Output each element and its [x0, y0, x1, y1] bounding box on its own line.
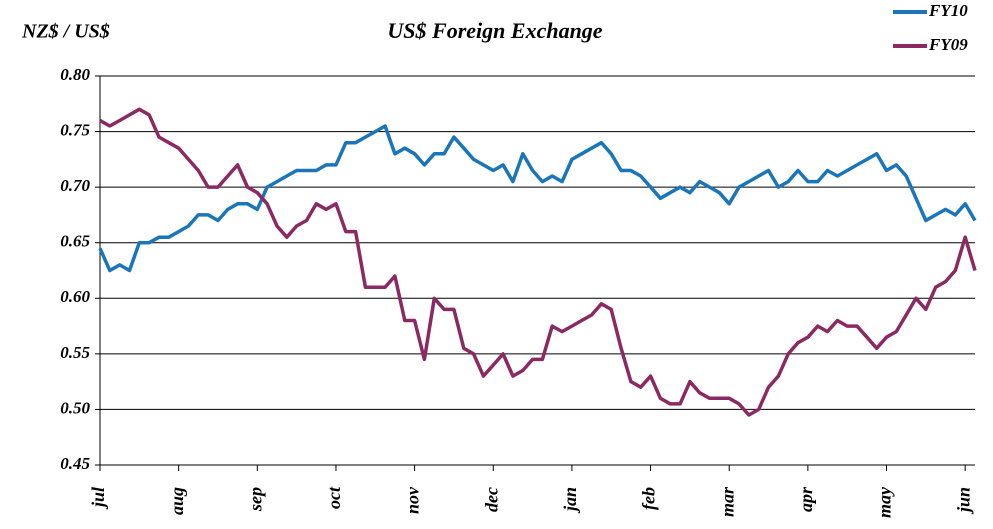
y-axis-label: NZ$ / US$: [21, 21, 110, 43]
legend-label: FY10: [928, 1, 968, 20]
x-tick-label: feb: [639, 487, 659, 510]
y-tick-label: 0.60: [60, 287, 90, 306]
y-tick-label: 0.65: [60, 232, 90, 251]
y-tick-label: 0.75: [60, 120, 90, 139]
legend-label: FY09: [928, 35, 968, 54]
y-tick-label: 0.45: [60, 454, 90, 473]
x-tick-label: oct: [324, 486, 344, 509]
x-tick-label: aug: [167, 487, 187, 515]
y-tick-label: 0.55: [60, 343, 90, 362]
x-tick-label: sep: [245, 487, 265, 512]
y-tick-label: 0.70: [60, 176, 90, 195]
x-tick-label: may: [875, 486, 895, 518]
x-tick-label: nov: [403, 486, 423, 514]
x-tick-label: dec: [481, 487, 501, 512]
y-tick-label: 0.80: [60, 65, 90, 84]
x-tick-label: jun: [953, 487, 973, 515]
x-tick-label: jan: [560, 487, 580, 514]
series-line: [98, 124, 977, 273]
series-line: [99, 107, 977, 417]
x-tick-label: mar: [717, 486, 737, 517]
y-tick-label: 0.50: [60, 398, 90, 417]
chart-title: US$ Foreign Exchange: [387, 18, 602, 43]
x-tick-label: jul: [88, 487, 108, 510]
x-tick-label: apr: [796, 486, 816, 512]
